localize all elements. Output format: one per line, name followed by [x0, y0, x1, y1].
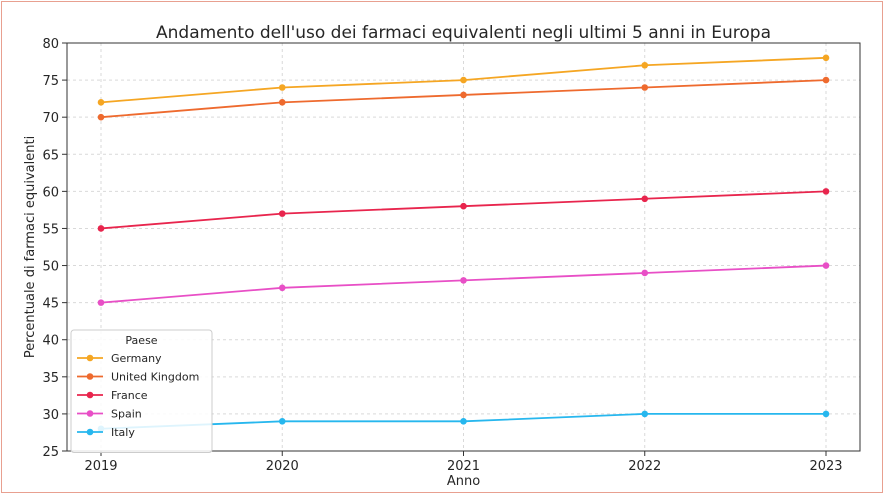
legend-title: Paese [125, 334, 157, 347]
data-point [97, 299, 105, 306]
x-tick-label: 2020 [266, 459, 299, 474]
data-point [97, 225, 105, 232]
x-axis-label: Anno [447, 474, 480, 489]
y-tick-label: 35 [42, 371, 59, 386]
data-point [822, 188, 830, 195]
y-tick-label: 25 [42, 445, 59, 460]
data-point [822, 76, 830, 84]
x-tick-label: 2019 [84, 459, 117, 474]
legend-entry-label: Germany [111, 352, 162, 365]
y-tick-label: 45 [42, 297, 59, 312]
axis-ticks: 25 30 35 40 45 50 55 60 65 70 75 80 2019 2020 2021 2022… [42, 37, 842, 474]
y-tick-label: 30 [42, 408, 59, 423]
data-point [278, 210, 286, 217]
y-tick-label: 40 [42, 334, 59, 349]
y-tick-label: 60 [42, 185, 59, 200]
data-point [822, 262, 830, 269]
y-tick-label: 75 [42, 74, 59, 89]
legend-swatch-marker [86, 391, 94, 399]
data-point [460, 76, 467, 84]
data-point [278, 284, 286, 292]
legend-swatch-marker [86, 354, 94, 362]
data-point [278, 99, 286, 106]
chart-title: Andamento dell'uso dei farmaci equivalen… [156, 23, 771, 43]
legend-swatch-marker [86, 373, 94, 380]
data-point [641, 269, 649, 277]
y-tick-label: 50 [42, 260, 59, 275]
legend-box [70, 329, 213, 453]
data-point [460, 91, 467, 99]
legend-entry-label: United Kingdom [111, 371, 199, 384]
legend-entry-label: Spain [111, 408, 142, 421]
data-point [641, 84, 649, 91]
series-line-france [100, 190, 827, 230]
data-point [641, 61, 649, 69]
y-tick-label: 65 [42, 148, 59, 163]
series-group [97, 54, 830, 433]
x-tick-label: 2023 [809, 459, 842, 474]
data-point [460, 277, 467, 284]
legend: Paese Germany United Kingdom France Spain It… [70, 329, 213, 453]
legend-entry-label: France [111, 389, 148, 402]
x-tick-label: 2022 [628, 459, 661, 474]
y-tick-label: 80 [42, 37, 59, 52]
data-point [97, 99, 105, 106]
data-point [97, 113, 105, 121]
data-point [278, 418, 286, 425]
data-point [460, 202, 467, 210]
legend-swatch-marker [86, 410, 94, 417]
data-point [278, 84, 286, 91]
y-tick-label: 70 [42, 111, 59, 126]
legend-entry-label: Italy [111, 426, 135, 439]
x-tick-label: 2021 [447, 459, 480, 474]
data-point [641, 195, 649, 203]
legend-swatch-marker [86, 428, 94, 436]
data-point [822, 410, 830, 418]
data-point [641, 410, 649, 418]
data-point [822, 54, 830, 62]
y-axis-label: Percentuale di farmaci equivalenti [23, 136, 38, 358]
data-point [460, 418, 467, 425]
y-tick-label: 55 [42, 222, 59, 237]
